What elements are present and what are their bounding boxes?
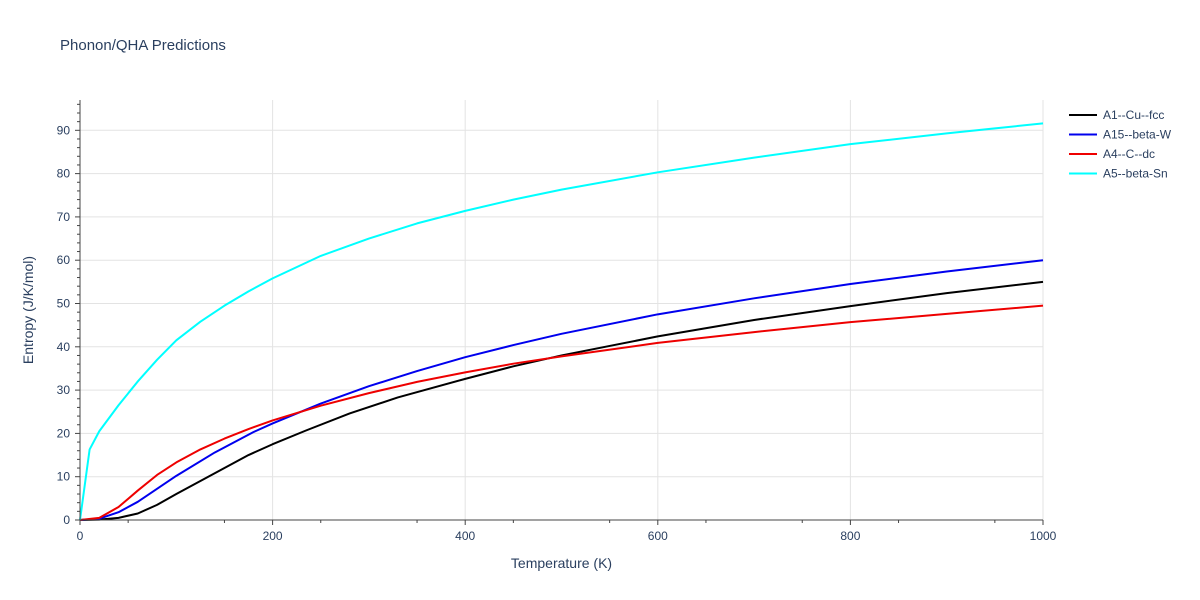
y-axis-title: Entropy (J/K/mol) — [20, 256, 36, 364]
series-line-1 — [79, 259, 1044, 521]
x-tick-label: 400 — [455, 529, 475, 543]
x-tick-label: 800 — [840, 529, 860, 543]
legend-label: A5--beta-Sn — [1103, 167, 1168, 181]
x-tick-label: 0 — [77, 529, 84, 543]
y-tick-label: 40 — [57, 340, 71, 354]
y-tick-label: 90 — [57, 123, 71, 137]
y-axis-ticks: 0 10 20 30 40 50 60 70 80 90 — [57, 103, 80, 527]
y-tick-label: 70 — [57, 210, 71, 224]
y-tick-label: 50 — [57, 297, 71, 311]
x-tick-label: 1000 — [1030, 529, 1057, 543]
legend: A1--Cu--fcc A15--beta-W A4--C--dc A5--beta-… — [1069, 108, 1172, 181]
legend-label: A15--beta-W — [1103, 128, 1172, 142]
x-axis-title: Temperature (K) — [511, 555, 612, 571]
x-axis-ticks: 0 200 400 600 800 1000 — [77, 520, 1057, 543]
legend-label: A1--Cu--fcc — [1103, 108, 1164, 122]
legend-label: A4--C--dc — [1103, 147, 1155, 161]
series-line-0 — [79, 280, 1044, 521]
y-tick-label: 60 — [57, 253, 71, 267]
plot-area — [79, 122, 1044, 521]
y-gridlines — [80, 129, 1043, 478]
x-gridlines — [272, 100, 1044, 520]
x-tick-label: 200 — [263, 529, 283, 543]
series-line-3 — [79, 122, 1044, 521]
y-tick-label: 10 — [57, 470, 71, 484]
chart-title: Phonon/QHA Predictions — [60, 37, 226, 54]
x-tick-label: 600 — [648, 529, 668, 543]
y-tick-label: 80 — [57, 167, 71, 181]
y-tick-label: 20 — [57, 426, 71, 440]
y-tick-label: 30 — [57, 383, 71, 397]
series-line-2 — [79, 304, 1044, 521]
y-tick-label: 0 — [63, 513, 70, 527]
